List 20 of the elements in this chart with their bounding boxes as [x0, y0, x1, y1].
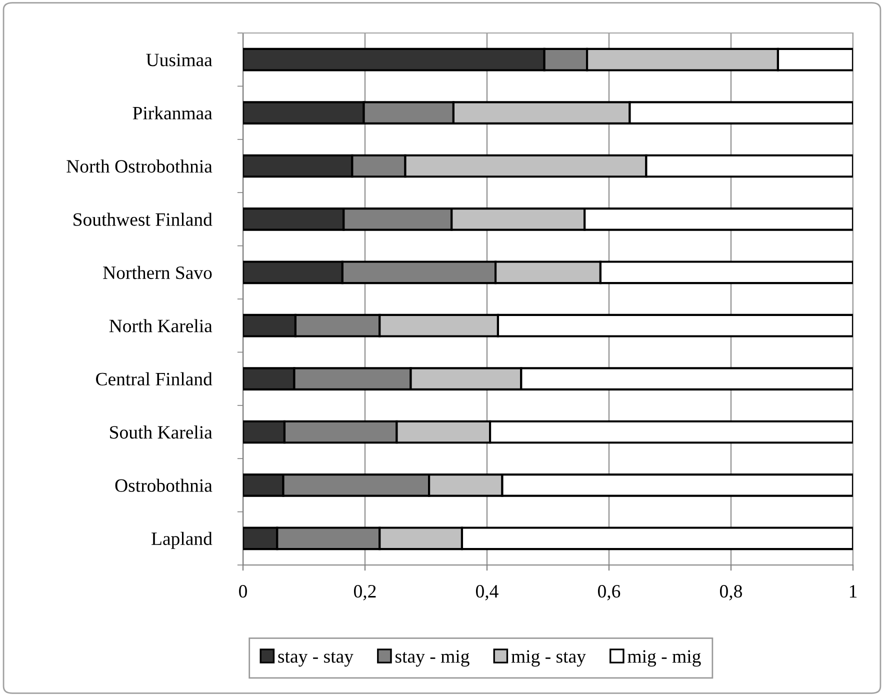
x-tick-label: 0,8 [720, 584, 742, 600]
legend-label: mig - stay [511, 650, 586, 667]
y-tick-label: Lapland [152, 532, 212, 549]
y-tick-label: South Karelia [110, 425, 212, 439]
y-tick-label: North Karelia [109, 319, 212, 332]
x-tick-label: 0,6 [598, 584, 620, 600]
y-tick-label: North Ostrobothnia [66, 159, 212, 173]
y-tick-label: Northern Savo [103, 266, 212, 280]
x-tick-label: 0,2 [354, 584, 376, 600]
legend-label: stay - mig [396, 650, 470, 667]
y-tick-label: Central Finland [96, 372, 212, 386]
y-tick-label: Pirkanmaa [132, 106, 212, 120]
y-tick-label: Ostrobothnia [115, 478, 212, 492]
x-tick-label: 1 [850, 585, 857, 598]
y-tick-label: Uusimaa [146, 54, 212, 66]
y-tick-label: Southwest Finland [74, 212, 212, 226]
x-tick-label: 0 [239, 584, 247, 598]
legend-label: mig - mig [628, 650, 701, 667]
legend-label: stay - stay [278, 652, 354, 667]
x-tick-label: 0,4 [476, 584, 498, 600]
